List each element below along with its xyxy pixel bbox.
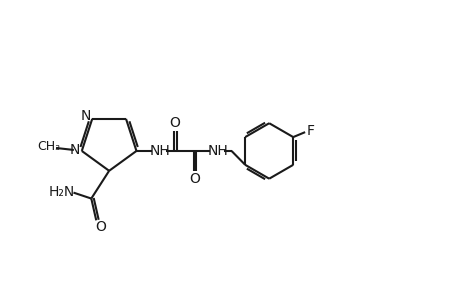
Text: H₂N: H₂N <box>48 184 74 199</box>
Text: CH₃: CH₃ <box>38 140 61 154</box>
Text: F: F <box>307 124 314 138</box>
Text: O: O <box>95 220 106 234</box>
Text: O: O <box>189 172 200 186</box>
Text: NH: NH <box>150 144 170 158</box>
Text: N: N <box>69 143 80 157</box>
Text: NH: NH <box>207 144 228 158</box>
Text: O: O <box>169 116 180 130</box>
Text: N: N <box>81 109 91 123</box>
